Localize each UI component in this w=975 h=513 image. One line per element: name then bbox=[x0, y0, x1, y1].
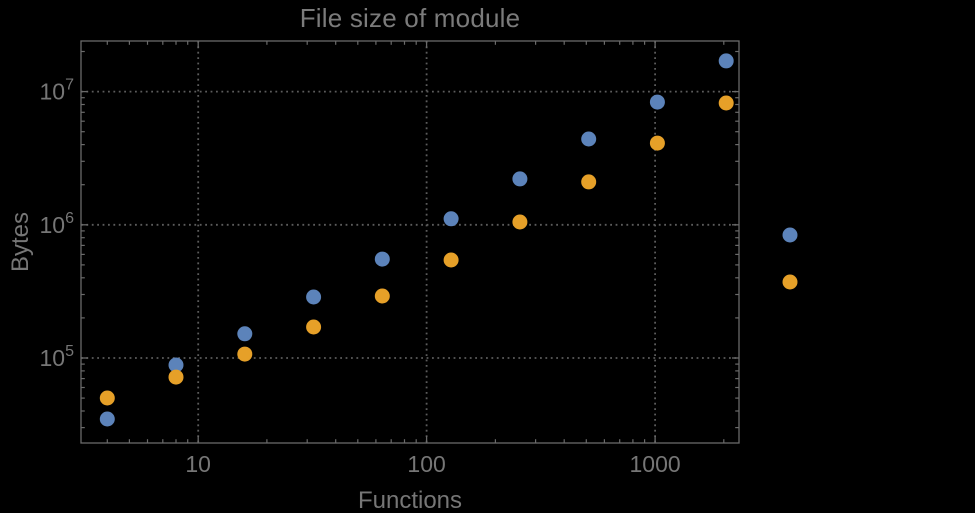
y-tick-label: 105 bbox=[40, 343, 75, 371]
y-tick-label: 106 bbox=[40, 210, 75, 238]
data-point-series-2-orange bbox=[99, 390, 115, 406]
data-point-series-1-blue bbox=[649, 94, 665, 110]
data-point-series-2-orange bbox=[718, 95, 734, 111]
legend-marker-2 bbox=[782, 274, 798, 290]
data-point-series-2-orange bbox=[581, 174, 597, 190]
y-tick-label: 107 bbox=[40, 77, 75, 105]
data-point-series-2-orange bbox=[512, 214, 528, 230]
plot-frame bbox=[80, 40, 740, 444]
data-point-series-1-blue bbox=[99, 411, 115, 427]
data-point-series-1-blue bbox=[581, 131, 597, 147]
data-point-series-1-blue bbox=[168, 357, 184, 373]
chart-title: File size of module bbox=[299, 3, 521, 33]
x-tick-label: 100 bbox=[407, 451, 445, 477]
data-point-series-1-blue bbox=[443, 211, 459, 227]
data-point-series-1-blue bbox=[306, 289, 322, 305]
x-axis-label: Functions bbox=[357, 487, 463, 513]
data-point-series-1-blue bbox=[374, 251, 390, 267]
data-point-series-2-orange bbox=[374, 288, 390, 304]
data-point-series-2-orange bbox=[306, 319, 322, 335]
data-point-series-1-blue bbox=[512, 171, 528, 187]
x-tick-label: 10 bbox=[185, 451, 211, 477]
data-point-series-2-orange bbox=[443, 252, 459, 268]
data-point-series-2-orange bbox=[649, 135, 665, 151]
data-point-series-1-blue bbox=[237, 326, 253, 342]
data-point-series-2-orange bbox=[168, 369, 184, 385]
data-point-series-1-blue bbox=[718, 53, 734, 69]
x-tick-label: 1000 bbox=[630, 451, 681, 477]
data-point-series-2-orange bbox=[237, 346, 253, 362]
legend-marker-1 bbox=[782, 227, 798, 243]
